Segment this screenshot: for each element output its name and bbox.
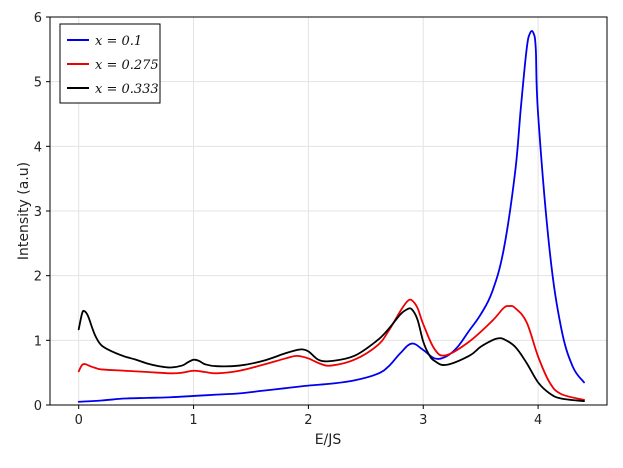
y-tick-label: 0 [34, 399, 42, 414]
y-tick-label: 5 [34, 76, 42, 91]
y-tick-label: 2 [34, 270, 42, 285]
x-tick-label: 0 [75, 413, 83, 428]
x-tick-label: 2 [304, 413, 312, 428]
x-axis-ticks: 0 1 2 3 4 [75, 405, 542, 428]
x-axis-label: E/JS [315, 432, 342, 448]
legend: x = 0.1 x = 0.275 x = 0.333 [59, 23, 161, 104]
y-axis-ticks: 0 1 2 3 4 5 6 [34, 11, 50, 414]
y-tick-label: 6 [34, 11, 42, 26]
legend-label-2: x = 0.333 [95, 82, 159, 97]
legend-label-1: x = 0.275 [95, 58, 159, 73]
y-tick-label: 1 [34, 334, 42, 349]
x-tick-label: 4 [534, 413, 542, 428]
series-line-1 [77, 298, 585, 401]
y-axis-label: Intensity (a.u) [16, 162, 32, 260]
x-tick-label: 1 [189, 413, 197, 428]
series-line-2 [77, 307, 585, 403]
y-tick-label: 4 [34, 140, 42, 155]
y-tick-label: 3 [34, 205, 42, 220]
x-tick-label: 3 [419, 413, 427, 428]
legend-label-0: x = 0.1 [95, 34, 142, 49]
series-line-0 [77, 30, 585, 403]
series-lines [77, 30, 585, 403]
